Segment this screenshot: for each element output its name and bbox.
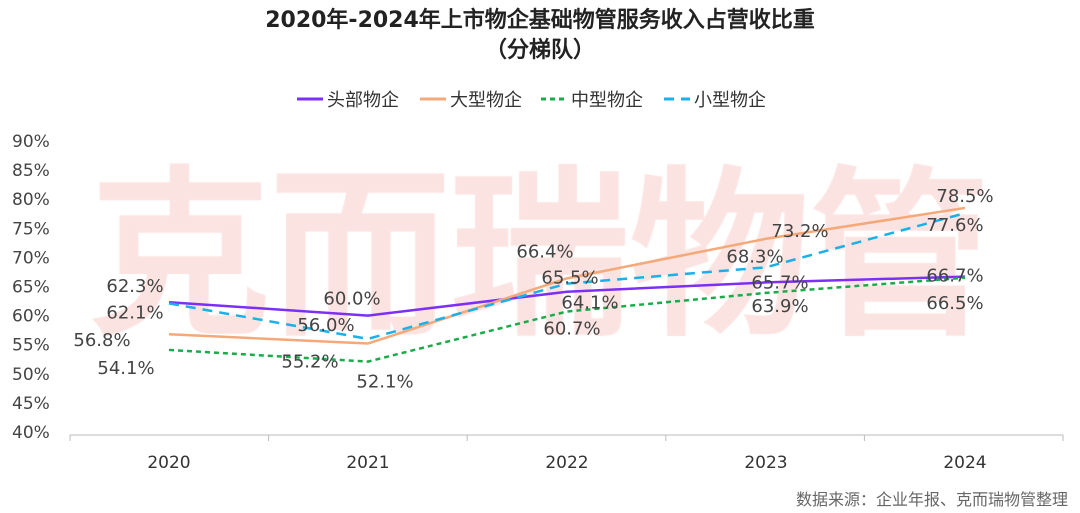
legend-label: 头部物企 [327, 90, 399, 111]
data-label: 78.5% [936, 186, 993, 207]
data-label: 65.5% [541, 268, 598, 289]
data-label: 64.1% [561, 293, 618, 314]
data-label: 77.6% [926, 215, 983, 236]
data-label: 68.3% [726, 246, 783, 267]
y-tick-label: 85% [12, 161, 50, 181]
series-line-3 [168, 211, 966, 341]
data-label: 52.1% [356, 372, 413, 393]
series-line-2 [168, 276, 966, 363]
data-label: 65.7% [751, 272, 808, 293]
legend-label: 中型物企 [571, 90, 643, 111]
data-label: 66.5% [926, 293, 983, 314]
chart-subtitle: （分梯队） [484, 38, 595, 63]
legend-label: 大型物企 [450, 90, 522, 111]
series-line-1 [168, 206, 966, 345]
data-label: 55.2% [281, 352, 338, 373]
y-tick-label: 80% [12, 190, 50, 210]
source-note: 数据来源：企业年报、克而瑞物管整理 [795, 490, 1068, 509]
x-tick-label: 2023 [744, 453, 787, 473]
y-tick-label: 70% [12, 248, 50, 268]
y-tick-label: 65% [12, 278, 50, 298]
x-tick-label: 2024 [943, 453, 986, 473]
y-tick-label: 60% [12, 307, 50, 327]
x-tick-label: 2022 [545, 453, 588, 473]
data-label: 54.1% [97, 358, 154, 379]
y-tick-label: 40% [12, 423, 50, 443]
x-tick-label: 2021 [346, 453, 389, 473]
data-label: 56.0% [297, 315, 354, 336]
data-label: 56.8% [73, 330, 130, 351]
data-label: 66.4% [516, 241, 573, 262]
y-tick-label: 45% [12, 394, 50, 414]
data-label: 60.0% [323, 289, 380, 310]
data-label: 66.7% [926, 266, 983, 287]
data-label: 60.7% [543, 319, 600, 340]
legend-label: 小型物企 [694, 90, 766, 111]
data-label: 73.2% [771, 221, 828, 242]
data-label: 62.3% [106, 276, 163, 297]
y-tick-label: 90% [12, 132, 50, 152]
chart-title: 2020年-2024年上市物企基础物管服务收入占营收比重 [265, 8, 815, 33]
y-tick-label: 75% [12, 219, 50, 239]
series-line-0 [168, 275, 966, 317]
y-tick-label: 50% [12, 365, 50, 385]
data-label: 62.1% [106, 302, 163, 323]
y-tick-label: 55% [12, 336, 50, 356]
data-label: 63.9% [751, 296, 808, 317]
x-tick-label: 2020 [147, 453, 190, 473]
